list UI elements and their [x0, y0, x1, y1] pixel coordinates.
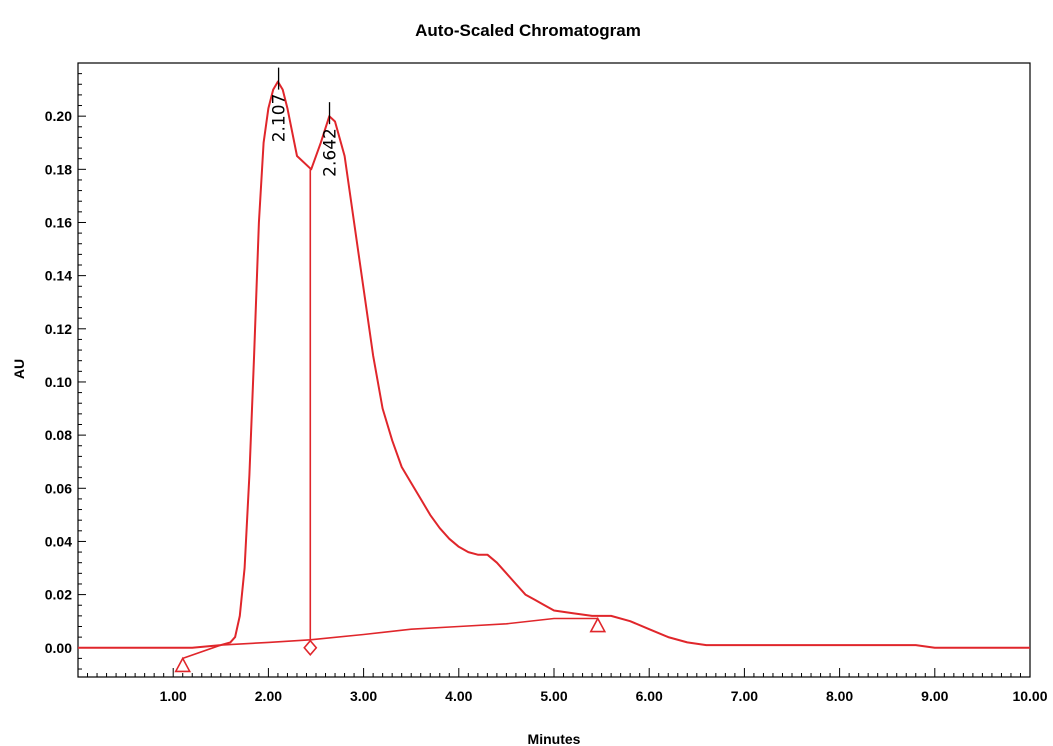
- peak-label: 2.642: [321, 128, 341, 177]
- x-tick-label: 5.00: [540, 688, 567, 704]
- y-tick-label: 0.08: [45, 427, 72, 443]
- y-tick-label: 0.14: [45, 268, 72, 284]
- peak-label: 2.107: [270, 94, 290, 143]
- triangle-marker: [589, 616, 607, 633]
- x-axis-label: Minutes: [528, 731, 581, 746]
- y-tick-label: 0.16: [45, 214, 72, 230]
- x-tick-label: 2.00: [255, 688, 282, 704]
- chart-title: Auto-Scaled Chromatogram: [415, 21, 641, 40]
- x-tick-label: 8.00: [826, 688, 853, 704]
- y-tick-label: 0.02: [45, 587, 72, 603]
- y-tick-label: 0.06: [45, 480, 72, 496]
- diamond-marker: [303, 639, 318, 656]
- plot-content: 2.107 2.642: [78, 67, 1030, 673]
- y-tick-label: 0.12: [45, 321, 72, 337]
- y-tick-label: 0.10: [45, 374, 72, 390]
- y-tick-label: 0.18: [45, 161, 72, 177]
- y-tick-label: 0.20: [45, 108, 72, 124]
- x-tick-label: 4.00: [445, 688, 472, 704]
- x-tick-label: 6.00: [636, 688, 663, 704]
- triangle-marker: [174, 656, 192, 673]
- signal-trace: [78, 80, 1030, 649]
- y-tick-label: 0.00: [45, 640, 72, 656]
- plot-frame: [77, 62, 1031, 678]
- y-axis: 0.00 0.02 0.04 0.06 0.08 0.10 0.12 0.14 0.16 0.18…: [45, 73, 86, 670]
- x-tick-label: 3.00: [350, 688, 377, 704]
- x-tick-label: 9.00: [921, 688, 948, 704]
- integration-baseline: [182, 617, 598, 660]
- y-axis-label: AU: [11, 359, 27, 379]
- x-tick-label: 10.00: [1012, 688, 1047, 704]
- x-tick-label: 1.00: [160, 688, 187, 704]
- x-axis: 1.00 2.00 3.00 4.00 5.00 6.00 7.00 8.00 9.00 10.0…: [87, 668, 1048, 704]
- x-tick-label: 7.00: [731, 688, 758, 704]
- y-tick-label: 0.04: [45, 533, 72, 549]
